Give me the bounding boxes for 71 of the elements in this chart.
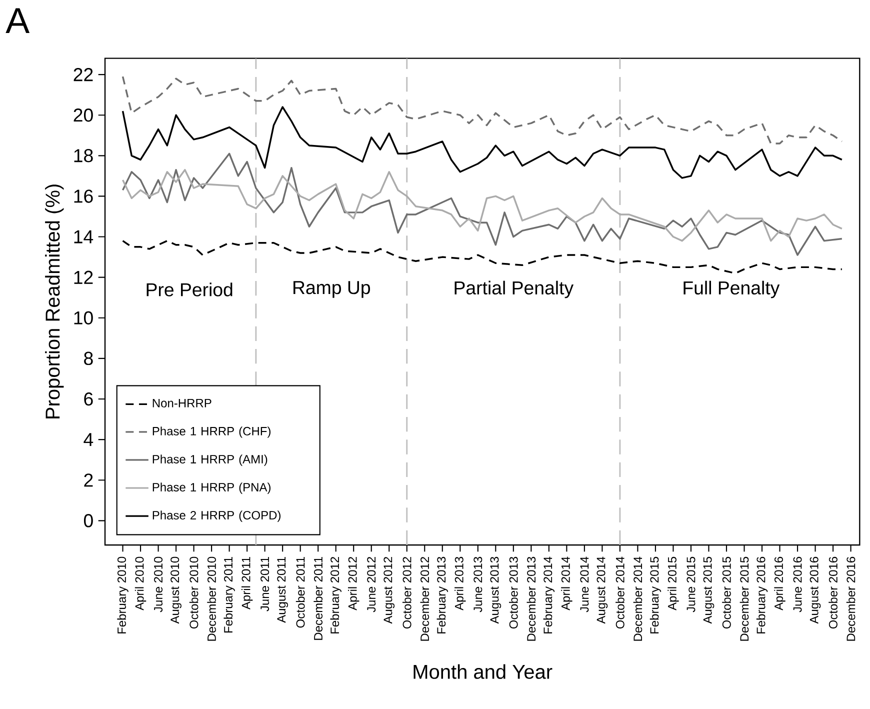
y-tick-label: 8 [84,352,93,366]
y-tick-label: 6 [84,392,93,406]
x-tick-label: August 2015 [703,556,714,624]
x-tick-label: April 2016 [774,556,786,610]
y-tick-label: 14 [74,230,94,244]
x-tick-label: December 2010 [207,556,216,641]
x-tick-label: October 2011 [296,556,305,628]
y-tick-label: 2 [84,474,93,487]
chart-title: A [6,8,30,34]
legend-label: Phase 1 HRRP (CHF) [152,426,270,438]
x-tick-label: October 2015 [722,556,731,629]
x-tick-label: February 2011 [224,556,235,633]
x-tick-label: April 2011 [241,556,253,610]
x-tick-label: December 2014 [633,556,642,641]
x-tick-label: December 2016 [846,556,856,641]
x-tick-label: October 2014 [616,556,624,629]
legend-label: Phase 1 HRRP (AMI) [152,454,268,466]
x-tick-label: June 2016 [793,556,802,612]
x-tick-label: August 2014 [596,556,608,624]
x-tick-label: February 2010 [117,556,128,634]
y-tick-label: 12 [74,270,93,284]
x-tick-label: February 2014 [543,556,555,634]
x-tick-label: June 2015 [686,556,696,612]
y-tick-label: 10 [74,311,93,324]
x-tick-label: April 2012 [348,556,360,610]
y-tick-label: 4 [84,433,94,446]
x-tick-label: April 2013 [454,556,466,610]
annotation: Full Penalty [684,280,780,298]
x-tick-label: August 2012 [384,556,395,624]
legend-label: Phase 1 HRRP (PNA) [152,482,270,494]
y-tick-label: 16 [74,190,93,203]
annotation: Partial Penalty [454,280,574,298]
x-tick-label: June 2014 [580,556,589,612]
x-tick-label: February 2015 [650,556,662,634]
x-tick-label: June 2012 [367,556,376,612]
x-tick-label: August 2016 [810,556,821,624]
x-tick-label: October 2016 [828,556,838,629]
y-tick-label: 0 [84,514,93,528]
line-series [122,76,843,144]
x-tick-label: June 2010 [154,556,163,612]
line-series [122,106,843,179]
y-tick-label: 22 [74,68,93,82]
x-tick-label: December 2015 [740,556,749,641]
x-tick-label: August 2011 [277,556,288,623]
y-axis-title: Proportion Readmitted (%) [45,184,64,418]
x-tick-label: April 2015 [668,556,679,610]
x-tick-label: June 2011 [260,556,270,612]
x-tick-label: October 2013 [509,556,518,629]
x-tick-label: October 2012 [402,556,412,629]
legend-label: Phase 2 HRRP (COPD) [152,510,280,522]
legend-label: Non-HRRP [152,399,212,408]
x-tick-label: April 2010 [134,556,146,610]
x-tick-label: August 2013 [490,556,502,624]
x-tick-label: October 2010 [189,556,198,629]
x-tick-label: February 2013 [436,556,448,634]
annotation: Ramp Up [294,281,370,298]
annotation: Pre Period [146,282,232,296]
x-tick-label: December 2013 [526,556,536,641]
y-tick-label: 20 [74,108,93,122]
x-tick-label: June 2013 [474,556,482,612]
x-tick-label: December 2011 [314,556,323,640]
x-tick-label: February 2012 [330,556,342,634]
line-series [122,240,843,274]
x-tick-label: April 2014 [561,556,572,610]
y-tick-label: 18 [74,149,93,162]
line-series [122,168,843,242]
x-tick-label: December 2012 [420,557,430,641]
x-axis-title: Month and Year [414,664,552,679]
x-tick-label: August 2010 [170,556,182,624]
x-tick-label: February 2016 [756,556,768,634]
line-series [122,152,843,256]
